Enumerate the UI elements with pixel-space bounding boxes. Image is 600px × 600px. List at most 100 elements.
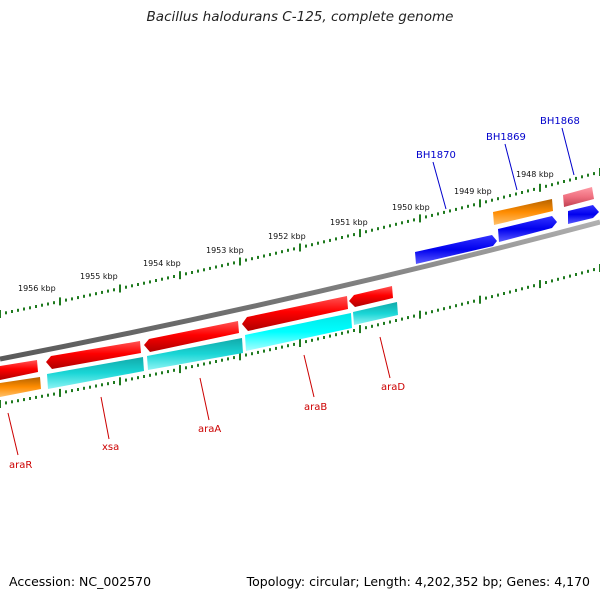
inner-minor-tick xyxy=(137,376,139,380)
inner-minor-tick xyxy=(77,388,79,391)
outer-minor-tick xyxy=(227,262,229,266)
label-arab[interactable]: araB xyxy=(304,402,327,413)
inner-minor-tick xyxy=(287,344,289,348)
inner-minor-tick xyxy=(371,324,373,328)
inner-minor-tick xyxy=(293,342,295,346)
inner-minor-tick xyxy=(317,337,319,341)
label-araa[interactable]: araA xyxy=(198,424,221,435)
outer-minor-tick xyxy=(71,297,73,301)
connector-araa xyxy=(199,377,210,421)
inner-major-tick xyxy=(0,400,1,408)
inner-minor-tick xyxy=(5,401,7,405)
inner-minor-tick xyxy=(149,373,151,377)
label-connectors xyxy=(7,127,575,456)
outer-minor-tick xyxy=(401,221,403,225)
inner-major-tick xyxy=(239,352,241,361)
scale-label-1952: 1952 kbp xyxy=(268,232,306,241)
gene-xsa[interactable] xyxy=(46,341,141,369)
label-bh1869[interactable]: BH1869 xyxy=(486,132,526,143)
inner-minor-tick xyxy=(449,305,451,309)
outer-minor-tick xyxy=(149,280,151,284)
gene-araa[interactable] xyxy=(144,321,239,352)
gene-bh1870[interactable] xyxy=(415,235,497,264)
genome-summary-text: Topology: circular; Length: 4,202,352 bp… xyxy=(246,574,590,589)
outer-minor-tick xyxy=(335,237,337,241)
gene-arab[interactable] xyxy=(242,296,348,331)
map-title: Bacillus halodurans C-125, complete geno… xyxy=(146,9,454,25)
inner-minor-tick xyxy=(233,356,235,360)
inner-major-tick xyxy=(119,377,121,386)
forward-strand-genes xyxy=(415,187,599,264)
outer-minor-tick xyxy=(557,181,559,185)
gene-arad[interactable] xyxy=(349,286,393,307)
inner-minor-tick xyxy=(215,360,217,363)
outer-minor-tick xyxy=(275,251,277,255)
inner-minor-tick xyxy=(71,389,73,393)
inner-minor-tick xyxy=(305,340,307,344)
outer-minor-tick xyxy=(17,308,19,312)
gene-bh1868-pink[interactable] xyxy=(563,187,594,207)
inner-minor-tick xyxy=(275,346,277,350)
inner-minor-tick xyxy=(395,319,397,322)
inner-minor-tick xyxy=(413,314,415,318)
outer-minor-tick xyxy=(455,207,457,211)
label-xsa[interactable]: xsa xyxy=(102,442,119,453)
label-bh1868[interactable]: BH1868 xyxy=(540,116,580,127)
inner-minor-tick xyxy=(467,301,469,305)
outer-minor-tick xyxy=(83,294,85,298)
inner-minor-tick xyxy=(509,290,511,294)
connector-arar xyxy=(7,412,19,456)
outer-minor-tick xyxy=(341,236,343,239)
outer-minor-tick xyxy=(257,255,259,259)
outer-major-tick xyxy=(119,284,121,293)
outer-minor-tick xyxy=(53,301,55,305)
gene-bh1869[interactable] xyxy=(498,216,557,242)
outer-minor-tick xyxy=(521,191,523,194)
inner-minor-tick xyxy=(311,338,313,342)
label-bh1870[interactable]: BH1870 xyxy=(416,150,456,161)
label-arar[interactable]: araR xyxy=(9,460,32,471)
outer-minor-tick xyxy=(305,244,307,248)
inner-minor-tick xyxy=(113,381,115,384)
outer-minor-tick xyxy=(389,224,391,228)
gene-arab-cyan[interactable] xyxy=(245,313,352,351)
scale-track-inner xyxy=(0,264,600,408)
inner-minor-tick xyxy=(11,400,13,404)
accession-text: Accession: NC_002570 xyxy=(9,574,152,589)
scale-label-1951: 1951 kbp xyxy=(330,218,368,227)
outer-minor-tick xyxy=(95,292,97,296)
outer-minor-tick xyxy=(125,285,127,289)
outer-minor-tick xyxy=(41,303,43,307)
scale-label-1953: 1953 kbp xyxy=(206,246,244,255)
inner-minor-tick xyxy=(377,323,379,327)
gene-arar[interactable] xyxy=(0,360,38,380)
inner-minor-tick xyxy=(575,273,577,276)
inner-minor-tick xyxy=(353,329,355,332)
outer-minor-tick xyxy=(215,265,217,269)
gene-araa-cyan[interactable] xyxy=(147,338,243,370)
outer-minor-tick xyxy=(143,281,145,285)
inner-minor-tick xyxy=(185,366,187,370)
inner-minor-tick xyxy=(383,321,385,325)
outer-minor-tick xyxy=(65,298,67,302)
gene-labels: BH1870 BH1869 BH1868 araR xsa araA araB … xyxy=(9,116,580,471)
gene-arar-orange[interactable] xyxy=(0,377,41,397)
gene-bh1869-orange[interactable] xyxy=(493,199,553,225)
outer-minor-tick xyxy=(371,228,373,232)
gene-bh1868[interactable] xyxy=(568,205,599,224)
gene-xsa-cyan[interactable] xyxy=(47,357,144,389)
outer-major-tick xyxy=(239,257,241,266)
outer-minor-tick xyxy=(503,195,505,199)
outer-minor-tick xyxy=(11,310,13,313)
label-arad[interactable]: araD xyxy=(381,382,405,393)
outer-minor-tick xyxy=(569,178,571,182)
outer-minor-tick xyxy=(89,293,91,297)
inner-minor-tick xyxy=(341,331,343,335)
inner-minor-tick xyxy=(527,285,529,289)
outer-minor-tick xyxy=(563,180,565,183)
outer-minor-tick xyxy=(221,264,223,268)
gene-arad-cyan[interactable] xyxy=(353,302,398,325)
connector-bh1868 xyxy=(561,127,575,176)
inner-minor-tick xyxy=(269,348,271,352)
